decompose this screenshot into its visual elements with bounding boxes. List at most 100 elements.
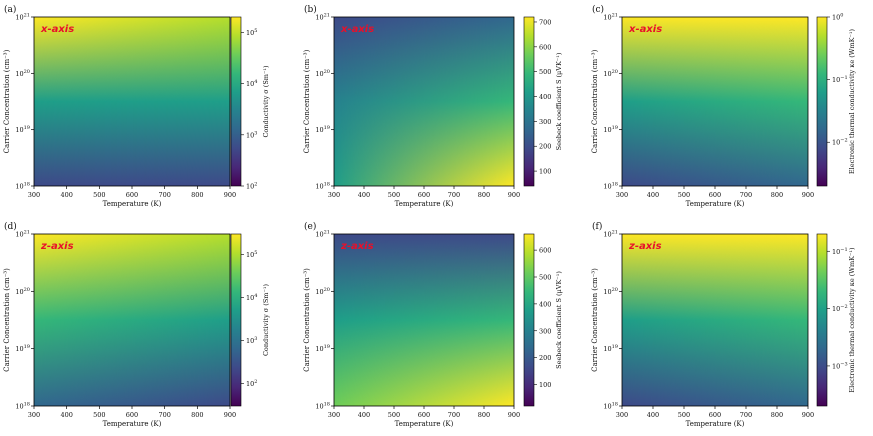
heatmap-field-overlay bbox=[334, 234, 514, 406]
heatmap-field-overlay bbox=[334, 17, 514, 186]
colorbar-tick-label: 103 bbox=[246, 130, 257, 139]
x-tick-label: 400 bbox=[647, 411, 659, 419]
colorbar-tick-label-exp: 4 bbox=[254, 79, 257, 85]
panel-label: (c) bbox=[592, 4, 604, 15]
y-tick-label: 1021 bbox=[603, 230, 618, 239]
colorbar-tick-label-base: 10 bbox=[832, 362, 840, 370]
heatmap-field-overlay bbox=[34, 234, 230, 406]
x-axis-label: Temperature (K) bbox=[686, 420, 745, 428]
y-axis-label: Carrier Concentration (cm⁻³) bbox=[591, 49, 599, 153]
x-tick-label: 600 bbox=[418, 411, 430, 419]
colorbar-tick-label: 10−1 bbox=[832, 247, 848, 256]
panel-label: (f) bbox=[592, 221, 602, 232]
x-tick-label: 500 bbox=[93, 411, 105, 419]
x-tick-label: 700 bbox=[740, 411, 752, 419]
colorbar-tick-label-base: 10 bbox=[246, 251, 254, 259]
y-tick-label: 1020 bbox=[15, 69, 30, 78]
y-tick-label-exp: 20 bbox=[24, 69, 30, 75]
colorbar-frame bbox=[816, 233, 828, 407]
x-tick-label: 800 bbox=[771, 191, 783, 199]
colorbar bbox=[817, 17, 827, 186]
panel-c: (c) x-axis 300 400 500 600 700 800 900 Temperatur… bbox=[591, 4, 856, 208]
x-tick-label: 400 bbox=[60, 191, 72, 199]
y-tick-label: 1019 bbox=[15, 344, 30, 353]
colorbar-frame bbox=[230, 16, 242, 187]
x-tick-label: 900 bbox=[508, 191, 520, 199]
x-tick-label: 400 bbox=[358, 191, 370, 199]
panel-f: (f) z-axis 300 400 500 600 700 800 900 Temperatur… bbox=[591, 221, 856, 428]
colorbar-tick-label: 200 bbox=[539, 354, 551, 362]
x-tick-label: 900 bbox=[802, 411, 814, 419]
colorbar-tick-label: 300 bbox=[539, 327, 551, 335]
y-tick-label-base: 10 bbox=[603, 403, 611, 411]
colorbar bbox=[817, 234, 827, 406]
y-tick-label-exp: 19 bbox=[24, 125, 30, 131]
colorbar-tick-label: 105 bbox=[246, 28, 257, 37]
y-tick-label-base: 10 bbox=[15, 14, 23, 22]
colorbar-tick-label: 500 bbox=[539, 274, 551, 282]
x-tick-label: 400 bbox=[60, 411, 72, 419]
y-tick-label: 1020 bbox=[315, 287, 330, 296]
y-tick-label-base: 10 bbox=[603, 183, 611, 191]
colorbar-tick-label-exp: −2 bbox=[840, 138, 847, 144]
x-tick-label: 400 bbox=[358, 411, 370, 419]
colorbar-tick-label: 10−3 bbox=[832, 361, 848, 370]
y-axis-label: Carrier Concentration (cm⁻³) bbox=[303, 49, 311, 153]
colorbar-tick-label: 100 bbox=[539, 381, 551, 389]
colorbar-tick-label: 102 bbox=[246, 182, 257, 191]
colorbar-tick-label-base: 10 bbox=[832, 14, 840, 22]
y-tick-label-exp: 19 bbox=[324, 344, 330, 350]
colorbar-tick-label-base: 10 bbox=[246, 294, 254, 302]
colorbar-tick-label: 104 bbox=[246, 79, 257, 88]
x-tick-label: 500 bbox=[678, 411, 690, 419]
y-tick-label-exp: 18 bbox=[24, 402, 30, 408]
x-tick-label: 900 bbox=[802, 191, 814, 199]
x-axis-label: Temperature (K) bbox=[103, 200, 162, 208]
colorbar-tick-label: 200 bbox=[539, 143, 551, 151]
y-tick-label-exp: 20 bbox=[324, 287, 330, 293]
panel-label: (a) bbox=[4, 4, 16, 15]
y-tick-label: 1019 bbox=[603, 125, 618, 134]
colorbar-tick-label-exp: 3 bbox=[254, 130, 257, 136]
colorbar-label: Seebeck coefficient S (μVK⁻¹) bbox=[555, 52, 563, 150]
y-tick-label-exp: 18 bbox=[612, 402, 618, 408]
y-tick-label-exp: 18 bbox=[24, 182, 30, 188]
x-tick-label: 600 bbox=[709, 411, 721, 419]
x-tick-label: 300 bbox=[28, 191, 40, 199]
y-axis-label: Carrier Concentration (cm⁻³) bbox=[303, 268, 311, 372]
colorbar-tick-label-base: 10 bbox=[832, 305, 840, 313]
y-tick-label-exp: 18 bbox=[324, 182, 330, 188]
y-tick-label: 1020 bbox=[315, 69, 330, 78]
colorbar-tick-label-base: 10 bbox=[246, 80, 254, 88]
colorbar-tick-label: 600 bbox=[539, 247, 551, 255]
y-tick-label: 1021 bbox=[15, 230, 30, 239]
colorbar-tick-label: 10−1 bbox=[832, 75, 848, 84]
x-tick-label: 500 bbox=[93, 191, 105, 199]
colorbar-label: Electronic thermal conductivity κe (WmK⁻… bbox=[848, 28, 856, 174]
colorbar-tick-label: 10−2 bbox=[832, 304, 848, 313]
y-tick-label: 1018 bbox=[15, 182, 30, 191]
colorbar-tick-label-exp: −2 bbox=[840, 304, 847, 310]
x-tick-label: 500 bbox=[388, 191, 400, 199]
colorbar-tick-label-exp: −1 bbox=[840, 247, 847, 253]
y-tick-label-exp: 21 bbox=[24, 13, 30, 19]
y-tick-label-base: 10 bbox=[603, 288, 611, 296]
y-tick-label-base: 10 bbox=[15, 231, 23, 239]
colorbar-tick-label-base: 10 bbox=[246, 131, 254, 139]
x-tick-label: 900 bbox=[224, 411, 236, 419]
y-tick-label-base: 10 bbox=[15, 126, 23, 134]
y-tick-label-base: 10 bbox=[15, 288, 23, 296]
colorbar-tick-label-exp: 3 bbox=[254, 336, 257, 342]
colorbar-frame bbox=[230, 233, 242, 407]
colorbar-tick-label: 100 bbox=[539, 168, 551, 176]
y-tick-label: 1020 bbox=[603, 287, 618, 296]
colorbar-tick-label: 600 bbox=[539, 43, 551, 51]
y-tick-label-base: 10 bbox=[603, 345, 611, 353]
x-tick-label: 800 bbox=[478, 191, 490, 199]
y-tick-label: 1021 bbox=[315, 230, 330, 239]
axis-tag: z-axis bbox=[40, 241, 74, 252]
colorbar-tick-label-exp: 2 bbox=[254, 379, 257, 385]
x-tick-label: 600 bbox=[126, 411, 138, 419]
